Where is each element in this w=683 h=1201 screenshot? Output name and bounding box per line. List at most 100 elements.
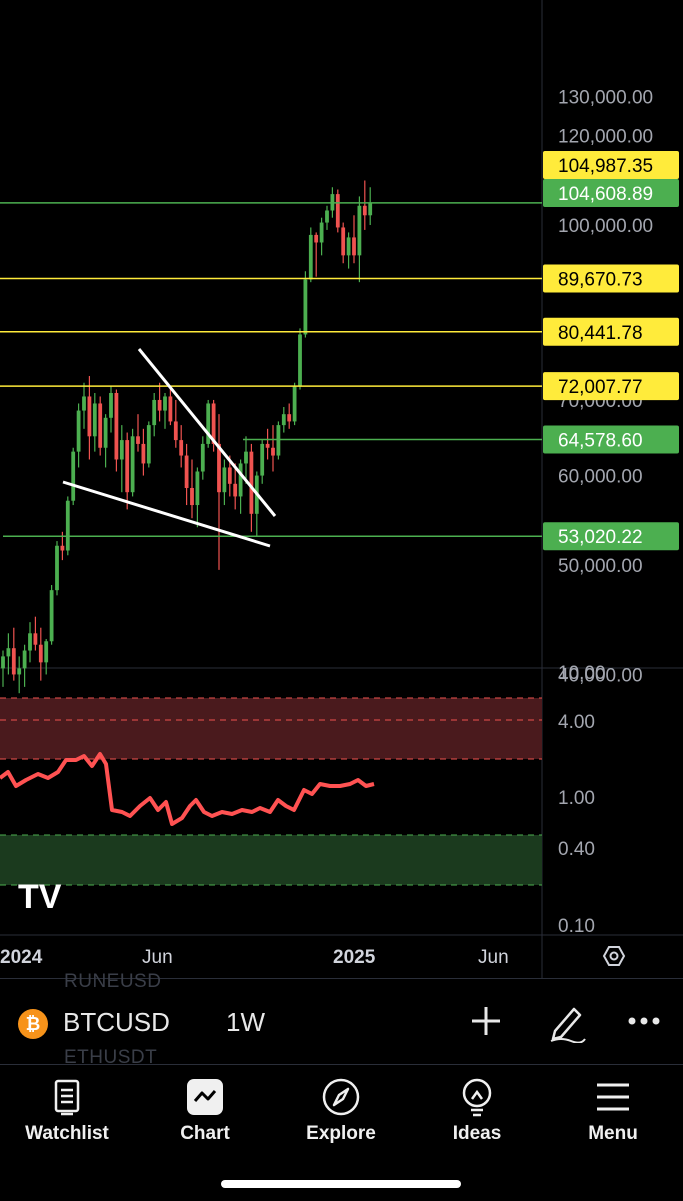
nav-menu-label: Menu bbox=[588, 1123, 638, 1144]
indicator-tick-label: 0.10 bbox=[558, 916, 595, 937]
nav-explore-label: Explore bbox=[306, 1123, 376, 1144]
indicator-axis[interactable]: 10.00 4.00 1.00 0.40 0.10 bbox=[558, 663, 606, 937]
candle-body bbox=[168, 396, 173, 422]
level-price-tag[interactable] bbox=[543, 372, 679, 401]
nav-watchlist[interactable]: Watchlist bbox=[12, 1077, 122, 1145]
watchlist-icon bbox=[54, 1079, 80, 1116]
trendline-upper[interactable] bbox=[137, 348, 277, 517]
candle-body bbox=[76, 410, 81, 452]
candle-body bbox=[33, 633, 38, 645]
chart-settings-icon[interactable] bbox=[602, 946, 626, 966]
time-label-jun-2: Jun bbox=[478, 947, 509, 968]
time-label-jun: Jun bbox=[142, 947, 173, 968]
level-price-label: 104,987.35 bbox=[558, 156, 653, 177]
indicator-tick-label: 0.40 bbox=[558, 839, 595, 860]
price-tick-label: 100,000.00 bbox=[558, 216, 653, 237]
price-tick-label: 50,000.00 bbox=[558, 556, 643, 577]
nav-ideas-label: Ideas bbox=[452, 1123, 502, 1144]
level-price-tag[interactable] bbox=[543, 425, 679, 454]
price-tick-label: 40,000.00 bbox=[558, 665, 643, 686]
candle-body bbox=[325, 210, 329, 223]
candle-body bbox=[249, 451, 254, 514]
candles bbox=[1, 180, 373, 694]
nav-menu[interactable]: Menu bbox=[558, 1077, 668, 1145]
candle-body bbox=[308, 234, 313, 280]
plus-icon[interactable] bbox=[469, 1001, 503, 1041]
level-price-tag[interactable] bbox=[543, 179, 679, 207]
candle-body bbox=[217, 443, 221, 493]
level-price-label: 72,007.77 bbox=[558, 377, 643, 398]
candle-body bbox=[11, 648, 16, 675]
ghost-symbol-bottom: ETHUSDT bbox=[64, 1047, 158, 1068]
pen-icon[interactable] bbox=[547, 1001, 587, 1043]
candle-body bbox=[179, 440, 184, 456]
candle-body bbox=[357, 205, 362, 256]
price-tick-label: 130,000.00 bbox=[558, 87, 653, 108]
candle-body bbox=[184, 455, 189, 488]
level-price-tag[interactable] bbox=[543, 264, 679, 293]
lightbulb-icon bbox=[462, 1078, 492, 1117]
nav-explore[interactable]: Explore bbox=[286, 1077, 396, 1145]
candle-body bbox=[55, 545, 59, 591]
candle-body bbox=[65, 500, 70, 551]
level-price-tag[interactable] bbox=[543, 151, 679, 179]
trendline-lower[interactable] bbox=[62, 480, 271, 548]
candle-body bbox=[114, 392, 119, 460]
candle-body bbox=[146, 425, 151, 464]
candle-body bbox=[368, 203, 373, 216]
level-price-tag[interactable] bbox=[543, 317, 679, 346]
candle-body bbox=[60, 545, 65, 551]
timeframe-button[interactable]: 1W bbox=[226, 1007, 265, 1037]
candle-body bbox=[195, 471, 200, 506]
tradingview-watermark: TV bbox=[18, 878, 62, 916]
nav-ideas[interactable]: Ideas bbox=[422, 1077, 532, 1145]
candle-body bbox=[211, 403, 216, 444]
candle-body bbox=[227, 467, 232, 484]
symbol-bar: RUNEUSD ETHUSDT ₿ BTCUSD 1W bbox=[0, 971, 683, 1068]
candle-body bbox=[238, 463, 243, 497]
symbol-button[interactable]: BTCUSD bbox=[63, 1007, 170, 1037]
candle-body bbox=[17, 668, 22, 675]
candle-body bbox=[163, 396, 167, 411]
candle-body bbox=[222, 467, 227, 493]
level-price-label: 64,578.60 bbox=[558, 430, 643, 451]
candle-body bbox=[130, 436, 135, 493]
price-chart[interactable]: 130,000.00120,000.00110,000.00100,000.00… bbox=[0, 0, 683, 978]
bitcoin-icon[interactable]: ₿ bbox=[18, 1009, 48, 1039]
level-price-label: 89,670.73 bbox=[558, 269, 643, 290]
candle-body bbox=[1, 656, 5, 669]
candle-body bbox=[28, 633, 32, 651]
level-price-label: 80,441.78 bbox=[558, 323, 643, 344]
candle-body bbox=[335, 194, 340, 228]
time-label-2025: 2025 bbox=[333, 947, 376, 968]
candle-body bbox=[303, 279, 308, 335]
candle-body bbox=[98, 403, 103, 448]
level-price-tag[interactable] bbox=[543, 522, 679, 551]
candle-body bbox=[265, 443, 270, 448]
indicator-line bbox=[0, 752, 375, 826]
candle-body bbox=[298, 334, 302, 387]
home-indicator bbox=[221, 1180, 461, 1188]
nav-watchlist-label: Watchlist bbox=[25, 1123, 109, 1144]
nav-chart[interactable]: Chart bbox=[150, 1077, 260, 1145]
candle-body bbox=[38, 644, 43, 663]
candle-body bbox=[276, 425, 281, 456]
time-axis[interactable]: 2024 Jun 2025 Jun bbox=[0, 947, 509, 968]
chart-icon bbox=[187, 1079, 223, 1115]
candle-body bbox=[71, 451, 76, 501]
price-tick-label: 120,000.00 bbox=[558, 127, 653, 148]
more-dots-icon[interactable] bbox=[626, 1001, 662, 1041]
nav-chart-label: Chart bbox=[180, 1123, 230, 1144]
candle-body bbox=[287, 414, 292, 422]
candle-body bbox=[87, 396, 92, 437]
candle-body bbox=[362, 205, 367, 216]
candle-body bbox=[119, 440, 124, 460]
bottom-nav: Watchlist Chart Explore Ideas Menu bbox=[0, 1064, 683, 1201]
candle-body bbox=[341, 227, 346, 256]
candle-body bbox=[206, 403, 211, 444]
candle-body bbox=[281, 414, 286, 426]
indicator-upper-band bbox=[0, 698, 542, 759]
candle-body bbox=[109, 392, 113, 418]
candle-body bbox=[6, 648, 11, 657]
horizontal-levels[interactable]: 104,987.35 104,608.89 89,670.73 80,441.78 72… bbox=[0, 151, 679, 551]
